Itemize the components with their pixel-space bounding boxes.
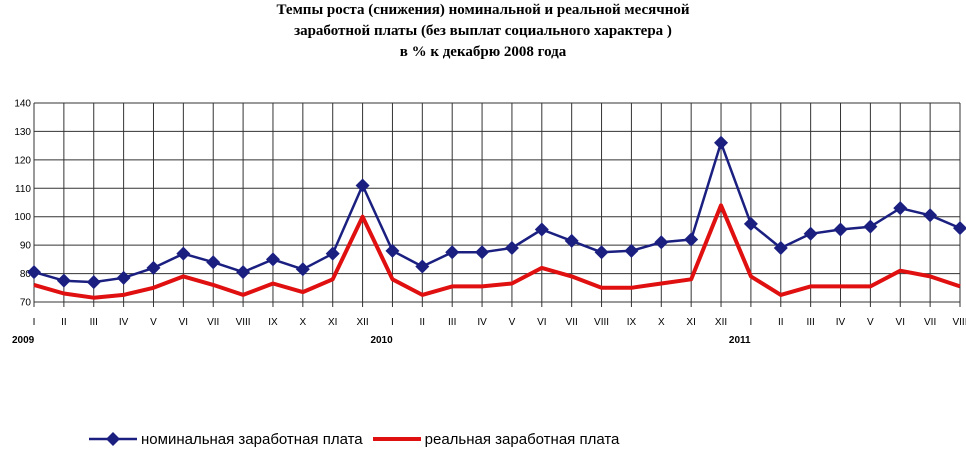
legend-label-real: реальная заработная плата — [424, 430, 620, 448]
nominal-point-8 — [265, 252, 280, 267]
x-tick-label-9: X — [300, 317, 307, 328]
nominal-point-17 — [534, 222, 549, 237]
x-tick-label-19: VIII — [594, 317, 609, 328]
x-tick-label-13: II — [420, 317, 426, 328]
nominal-point-19 — [594, 245, 609, 260]
series-layer — [27, 135, 966, 300]
x-tick-label-12: I — [391, 317, 394, 328]
chart-title-line-1: Темпы роста (снижения) номинальной и реа… — [276, 2, 690, 18]
chart-title: Темпы роста (снижения) номинальной и реа… — [0, 0, 966, 63]
nominal-point-27 — [833, 222, 848, 237]
x-tick-label-15: IV — [477, 317, 487, 328]
legend-item-real: реальная заработная плата — [369, 428, 620, 450]
nominal-point-21 — [654, 235, 669, 250]
nominal-point-12 — [385, 243, 400, 258]
x-tick-label-20: IX — [627, 317, 637, 328]
x-tick-label-22: XI — [686, 317, 695, 328]
year-labels: 2009 2010 2011 — [12, 335, 751, 346]
nominal-point-16 — [504, 240, 519, 255]
x-tick-label-10: XI — [328, 317, 337, 328]
nominal-point-4 — [146, 260, 161, 275]
x-tick-label-1: II — [61, 317, 67, 328]
y-tick-label-7: 140 — [14, 99, 31, 110]
x-tick-label-2: III — [90, 317, 98, 328]
x-tick-label-11: XII — [356, 317, 368, 328]
nominal-point-0 — [27, 265, 41, 280]
legend-label-nominal: номинальная заработная плата — [141, 430, 363, 448]
x-tick-label-14: III — [448, 317, 456, 328]
nominal-wage-line — [33, 141, 961, 284]
nominal-point-29 — [893, 201, 908, 216]
x-tick-label-23: XII — [715, 317, 727, 328]
nominal-point-18 — [564, 233, 579, 248]
y-tick-label-2: 90 — [20, 241, 32, 252]
nominal-point-15 — [475, 245, 490, 260]
x-tick-label-8: IX — [268, 317, 278, 328]
y-tick-label-5: 120 — [14, 155, 31, 166]
x-tick-label-0: I — [33, 317, 36, 328]
x-tick-label-28: V — [867, 317, 874, 328]
x-tick-label-4: V — [150, 317, 157, 328]
y-tick-label-6: 130 — [14, 127, 31, 138]
nominal-point-23 — [714, 135, 729, 150]
real-wage-line — [33, 203, 961, 300]
year-label-2009: 2009 — [12, 335, 35, 346]
nominal-point-7 — [236, 265, 251, 280]
nominal-point-31 — [953, 221, 966, 236]
y-tick-label-0: 70 — [20, 298, 32, 309]
y-tick-label-4: 110 — [15, 184, 31, 195]
nominal-point-5 — [176, 246, 191, 261]
y-tick-label-3: 100 — [14, 212, 31, 223]
year-label-2010: 2010 — [370, 335, 393, 346]
legend-item-nominal: номинальная заработная плата — [85, 428, 363, 450]
nominal-point-6 — [206, 255, 221, 270]
nominal-point-2 — [86, 275, 101, 290]
x-tick-label-29: VI — [896, 317, 905, 328]
nominal-point-24 — [743, 216, 758, 231]
x-tick-label-31: VIII — [952, 317, 966, 328]
nominal-point-11 — [355, 178, 370, 193]
legend-real-swatch — [372, 437, 421, 441]
chart-title-line-3: в % к декабрю 2008 года — [399, 44, 567, 60]
x-tick-label-17: VI — [537, 317, 546, 328]
chart-grid — [33, 102, 961, 307]
chart-title-line-2: заработной платы (без выплат социального… — [294, 23, 672, 39]
nominal-point-3 — [116, 270, 131, 285]
nominal-point-30 — [923, 208, 938, 223]
x-tick-label-24: I — [750, 317, 753, 328]
x-tick-label-21: X — [658, 317, 665, 328]
nominal-point-26 — [803, 226, 818, 241]
x-tick-label-26: III — [806, 317, 814, 328]
x-tick-label-7: VIII — [236, 317, 251, 328]
y-tick-label-1: 80 — [20, 269, 32, 280]
x-tick-label-6: VII — [207, 317, 219, 328]
nominal-point-14 — [445, 245, 460, 260]
year-label-2011: 2011 — [729, 335, 751, 346]
nominal-point-13 — [415, 259, 430, 274]
x-tick-label-3: IV — [119, 317, 129, 328]
nominal-point-10 — [325, 246, 340, 261]
x-tick-label-5: VI — [179, 317, 188, 328]
nominal-point-28 — [863, 219, 878, 234]
x-tick-label-16: V — [509, 317, 516, 328]
x-tick-label-25: II — [778, 317, 784, 328]
legend-nominal-swatch — [89, 432, 137, 446]
nominal-point-25 — [773, 240, 788, 255]
chart-legend: номинальная заработная плата реальная за… — [85, 428, 619, 450]
x-axis-ticks: I II III IV V VI VII VIII IX X XI XII I II III IV V VI VII… — [33, 317, 966, 328]
x-tick-label-18: VII — [566, 317, 578, 328]
nominal-point-9 — [295, 262, 310, 277]
x-tick-label-30: VII — [924, 317, 936, 328]
nominal-point-1 — [56, 273, 71, 288]
x-tick-label-27: IV — [836, 317, 846, 328]
nominal-point-22 — [684, 232, 699, 247]
nominal-point-20 — [624, 243, 639, 258]
y-axis-ticks: 70 80 90 100 110 120 130 140 — [14, 99, 31, 309]
